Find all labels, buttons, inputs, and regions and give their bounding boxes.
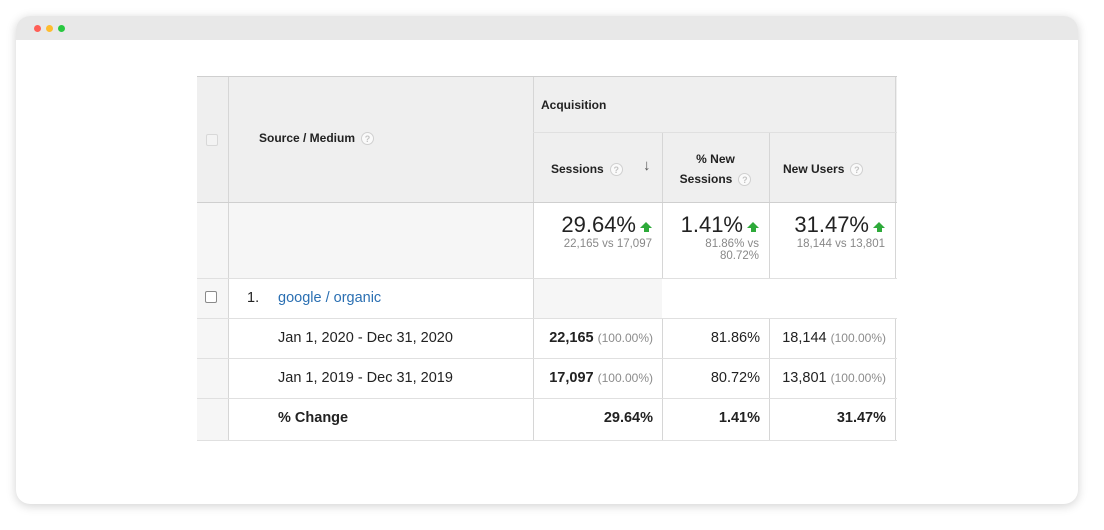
sort-descending-icon[interactable]: ↓	[643, 157, 651, 174]
up-arrow-icon	[873, 221, 885, 232]
change-sessions: 29.64%	[603, 410, 653, 426]
row-index: 1.	[247, 290, 260, 306]
new-sessions-value: 80.72%	[710, 370, 760, 386]
source-medium-link[interactable]: google / organic	[278, 290, 382, 306]
help-icon[interactable]: ?	[738, 173, 752, 187]
up-arrow-icon	[747, 221, 759, 232]
row-checkbox[interactable]	[205, 291, 217, 303]
sessions-value: 17,097 (100.00%)	[549, 370, 653, 386]
sessions-value: 22,165 (100.00%)	[549, 330, 653, 346]
source-medium-header[interactable]: Source / Medium?	[259, 131, 375, 146]
select-all-checkbox[interactable]	[206, 134, 218, 146]
summary-new-users: 31.47% 18,144 vs 13,801	[794, 212, 885, 250]
summary-new-sessions: 1.41% 81.86% vs 80.72%	[680, 212, 759, 262]
minimize-window-dot-icon[interactable]	[46, 25, 53, 32]
new-sessions-column-header[interactable]: % New Sessions?	[662, 149, 769, 189]
new-users-value: 13,801 (100.00%)	[782, 370, 886, 386]
maximize-window-dot-icon[interactable]	[58, 25, 65, 32]
acquisition-header: Acquisition	[541, 98, 607, 112]
help-icon[interactable]: ?	[609, 163, 623, 177]
new-sessions-value: 81.86%	[710, 330, 760, 346]
sessions-column-header[interactable]: Sessions?	[551, 162, 623, 177]
change-new-users: 31.47%	[836, 410, 886, 426]
up-arrow-icon	[640, 221, 652, 232]
close-window-dot-icon[interactable]	[34, 25, 41, 32]
window-titlebar	[16, 16, 1078, 40]
help-icon[interactable]: ?	[361, 132, 375, 146]
source-medium-header-label: Source / Medium	[259, 131, 356, 145]
new-users-column-header[interactable]: New Users?	[783, 162, 864, 177]
analytics-report-table: Source / Medium? Acquisition Sessions? ↓…	[197, 76, 897, 441]
period-label: Jan 1, 2020 - Dec 31, 2020	[278, 330, 453, 346]
new-users-value: 18,144 (100.00%)	[782, 330, 886, 346]
browser-window: Source / Medium? Acquisition Sessions? ↓…	[16, 16, 1078, 504]
table-header	[197, 76, 897, 202]
summary-sessions: 29.64% 22,165 vs 17,097	[561, 212, 652, 250]
change-new-sessions: 1.41%	[718, 410, 760, 426]
help-icon[interactable]: ?	[850, 163, 864, 177]
change-label: % Change	[278, 410, 349, 426]
period-label: Jan 1, 2019 - Dec 31, 2019	[278, 370, 453, 386]
